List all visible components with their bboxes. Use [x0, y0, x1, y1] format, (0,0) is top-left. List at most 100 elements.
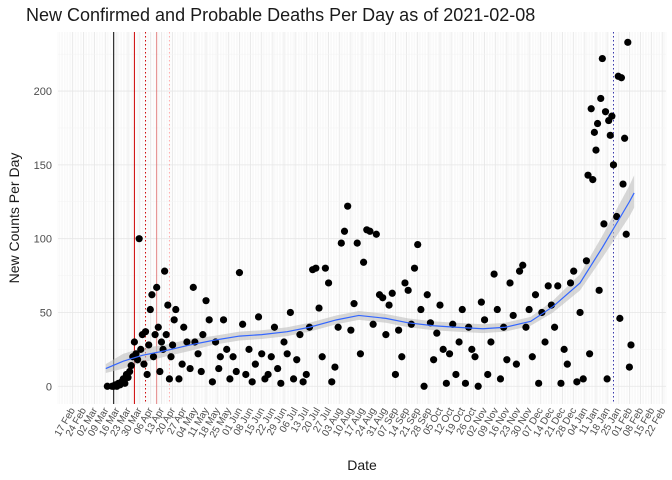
data-point — [590, 128, 598, 136]
data-point — [331, 363, 339, 371]
y-tick-label: 100 — [34, 234, 52, 246]
data-point — [619, 180, 627, 188]
data-point — [480, 316, 489, 324]
data-point — [474, 382, 482, 390]
data-point — [197, 367, 205, 376]
data-point — [417, 305, 425, 314]
data-point — [372, 230, 380, 238]
data-point — [404, 286, 412, 294]
data-point — [315, 304, 323, 312]
data-point — [445, 350, 454, 358]
data-point — [293, 356, 301, 364]
data-point — [167, 353, 175, 361]
data-point — [229, 353, 237, 361]
data-point — [289, 375, 298, 383]
data-point — [496, 375, 505, 383]
data-point — [178, 360, 186, 368]
data-point — [239, 320, 247, 328]
data-point — [126, 367, 134, 376]
data-point — [168, 341, 177, 349]
data-point — [208, 378, 216, 386]
data-point — [593, 119, 602, 128]
data-point — [554, 282, 562, 290]
data-point — [356, 350, 365, 358]
data-point — [369, 320, 377, 328]
data-point — [161, 267, 169, 275]
data-point — [589, 176, 597, 184]
data-point — [603, 375, 611, 383]
data-point — [235, 269, 244, 277]
data-point — [522, 323, 530, 331]
data-point — [592, 146, 600, 154]
data-point — [395, 326, 403, 334]
data-point — [544, 282, 552, 290]
data-point — [512, 360, 520, 368]
data-point — [286, 308, 294, 317]
data-point — [121, 379, 129, 387]
data-point — [337, 239, 345, 247]
data-point — [535, 379, 543, 387]
data-point — [186, 364, 194, 373]
data-point — [597, 94, 605, 103]
data-point — [509, 311, 517, 320]
y-tick-label: 150 — [34, 160, 52, 172]
data-point — [156, 367, 164, 376]
data-point — [151, 331, 159, 339]
data-point — [401, 279, 409, 287]
data-point — [164, 301, 172, 309]
data-point — [550, 323, 559, 331]
data-point — [471, 353, 479, 361]
data-point — [140, 360, 148, 368]
data-point — [557, 379, 565, 387]
data-point — [407, 320, 415, 328]
data-point — [132, 350, 140, 358]
data-point — [477, 298, 485, 306]
data-point — [328, 378, 336, 386]
data-point — [149, 353, 158, 361]
data-point — [582, 257, 591, 265]
data-point — [570, 267, 578, 275]
y-tick-label: 50 — [40, 307, 52, 319]
data-point — [436, 301, 444, 309]
data-point — [143, 370, 151, 379]
data-point — [340, 227, 349, 235]
data-point — [162, 331, 170, 339]
data-point — [601, 108, 610, 116]
data-point — [274, 364, 282, 373]
data-point — [531, 291, 540, 299]
data-point — [538, 308, 546, 317]
data-point — [183, 338, 191, 346]
data-point — [216, 353, 224, 361]
data-point — [461, 379, 470, 387]
data-point — [242, 370, 250, 379]
data-point — [153, 283, 161, 291]
data-point — [624, 38, 632, 46]
data-point — [347, 326, 355, 334]
data-point — [458, 305, 466, 314]
data-point — [515, 267, 524, 275]
data-point — [487, 338, 495, 346]
data-point — [391, 370, 400, 379]
data-point — [442, 379, 450, 387]
data-point — [613, 212, 621, 221]
data-point — [410, 264, 419, 272]
data-point — [379, 294, 387, 302]
data-point — [506, 279, 514, 287]
data-point — [423, 291, 431, 299]
data-point — [490, 270, 498, 278]
data-point — [525, 305, 533, 314]
data-point — [202, 297, 210, 305]
data-point — [616, 314, 624, 322]
data-point — [484, 370, 492, 379]
data-point — [232, 367, 240, 376]
data-point — [388, 289, 396, 297]
x-axis-title: Date — [347, 457, 377, 473]
data-point — [194, 350, 202, 358]
data-point — [430, 356, 438, 364]
data-point — [141, 328, 150, 336]
data-point — [573, 378, 581, 386]
data-point — [625, 363, 633, 371]
y-axis-title: New Counts Per Day — [6, 153, 22, 284]
data-point — [366, 227, 374, 235]
